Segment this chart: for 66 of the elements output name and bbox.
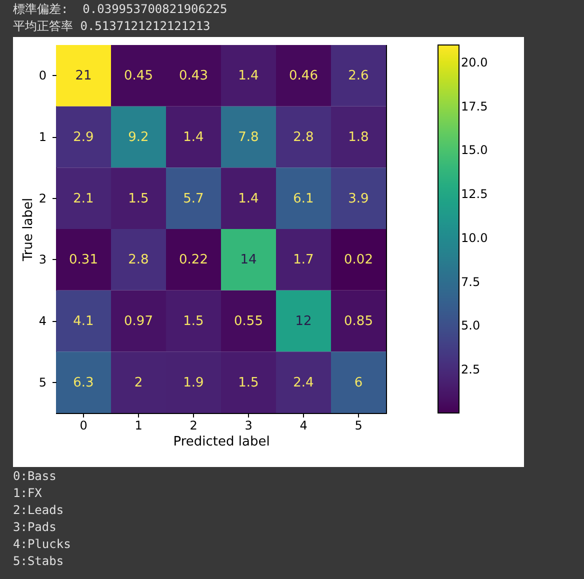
text: 5:Stabs	[13, 553, 65, 570]
data-label: 1.8	[348, 130, 369, 145]
text: 0:Bass	[13, 468, 58, 485]
text: 1:FX	[13, 485, 43, 502]
x-tick-label: 0	[80, 418, 88, 432]
data-label: 0.85	[344, 314, 373, 329]
data-label: 6.3	[73, 375, 94, 390]
y-tick-label: 5	[38, 375, 46, 390]
data-label: 0.55	[234, 314, 263, 329]
data-label: 0.45	[124, 68, 153, 84]
data-label: 9.2	[128, 130, 149, 145]
y-axis-title: True label	[20, 198, 36, 262]
data-label: 2.8	[293, 130, 314, 145]
data-label: 6	[354, 375, 363, 390]
data-label: 1.7	[293, 252, 314, 268]
data-label: 1.4	[238, 191, 259, 206]
color-bar-label: 7.5	[461, 274, 480, 289]
data-label: 1.5	[128, 191, 149, 206]
data-label: 2.8	[128, 252, 149, 268]
data-label: 5.7	[183, 191, 204, 206]
text: 4:Plucks	[13, 536, 72, 553]
x-tick-label: 2	[190, 418, 198, 432]
data-label: 2.9	[73, 130, 94, 145]
data-label: 2	[134, 375, 143, 390]
color-bar-label: 17.5	[461, 99, 488, 114]
data-label: 2.6	[348, 68, 369, 84]
data-label: 0.46	[289, 68, 318, 84]
data-label: 14	[240, 252, 257, 268]
y-tick-label: 0	[38, 68, 46, 83]
data-label: 7.8	[238, 130, 259, 145]
data-label: 12	[295, 314, 312, 329]
data-label: 0.02	[344, 252, 373, 268]
data-label: 0.97	[124, 314, 153, 329]
data-label: 21	[75, 68, 92, 84]
color-bar-label: 10.0	[461, 230, 488, 245]
y-tick-label: 3	[38, 252, 46, 267]
data-label: 2.1	[73, 191, 94, 206]
data-label: 1.5	[238, 375, 259, 390]
text: 2:Leads	[13, 502, 65, 519]
data-label: 0.22	[179, 252, 208, 268]
chart-subtitle: 平均正答率 0.5137121212121213	[13, 18, 212, 35]
data-label: 6.1	[293, 191, 314, 206]
x-tick-label: 5	[354, 418, 362, 432]
color-bar-label: 15.0	[461, 143, 488, 158]
x-axis-title: Predicted label	[173, 434, 270, 450]
color-bar-label: 12.5	[461, 187, 488, 202]
chart-title: 標準偏差: 0.039953700821906225	[13, 1, 228, 18]
data-label: 1.4	[183, 130, 204, 145]
x-tick-label: 3	[244, 418, 252, 432]
data-label: 1.4	[238, 68, 259, 84]
data-label: 3.9	[348, 191, 369, 206]
color-bar-label: 20.0	[461, 56, 488, 70]
y-tick-label: 4	[38, 314, 46, 328]
data-label: 0.31	[69, 252, 98, 268]
y-tick-label: 2	[38, 191, 46, 206]
color-bar-label: 5.0	[461, 318, 480, 333]
data-label: 1.9	[183, 375, 204, 390]
data-label: 0.43	[179, 68, 208, 84]
data-label: 2.4	[293, 375, 314, 390]
data-label: 1.5	[183, 314, 204, 329]
data-label: 4.1	[73, 314, 94, 329]
y-tick-label: 1	[38, 130, 46, 144]
x-tick-label: 1	[134, 418, 142, 432]
text: 3:Pads	[13, 519, 58, 536]
color-bar-label: 2.5	[461, 362, 480, 376]
x-tick-label: 4	[300, 418, 308, 432]
